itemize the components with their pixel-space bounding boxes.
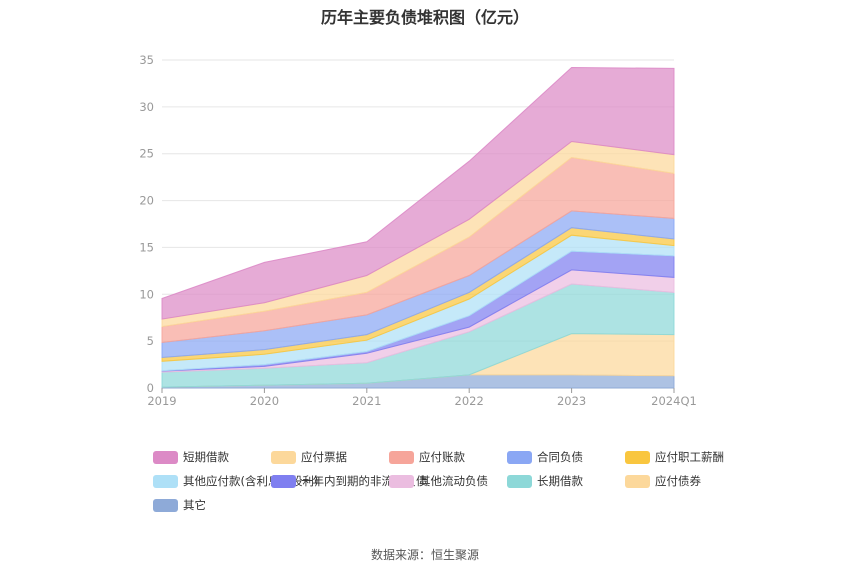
area-series (161, 66, 675, 389)
legend-swatch (153, 474, 178, 488)
legend-swatch (507, 474, 532, 488)
legend-label: 其他流动负债 (419, 474, 488, 488)
legend-swatch (625, 474, 650, 488)
y-tick-label: 0 (147, 381, 154, 395)
data-source: 数据来源：恒生聚源 (370, 548, 479, 562)
legend-swatch (389, 450, 414, 464)
legend-swatch (153, 498, 178, 512)
legend-label: 短期借款 (183, 450, 229, 464)
y-axis: 0 5 10 15 20 25 30 35 (139, 53, 154, 395)
y-tick-label: 30 (139, 100, 154, 114)
y-tick-label: 20 (139, 194, 154, 208)
legend-item[interactable]: 其它 (153, 498, 206, 512)
area-短期借款 (161, 66, 675, 320)
legend-swatch (389, 474, 414, 488)
legend-label: 应付票据 (301, 450, 347, 464)
y-tick-label: 10 (139, 287, 154, 301)
x-tick-label: 2020 (250, 394, 279, 408)
legend-swatch (507, 450, 532, 464)
legend-item[interactable]: 长期借款 (507, 474, 583, 488)
legend-item[interactable]: 应付职工薪酬 (625, 450, 724, 464)
x-tick-label: 2019 (147, 394, 176, 408)
x-tick-label: 2021 (352, 394, 381, 408)
y-tick-label: 15 (139, 240, 154, 254)
legend-swatch (271, 450, 296, 464)
legend-label: 长期借款 (537, 474, 583, 488)
legend-label: 应付债券 (655, 474, 701, 488)
legend-item[interactable]: 其他流动负债 (389, 474, 488, 488)
x-axis: 2019 2020 2021 2022 2023 2024Q1 (147, 388, 697, 408)
legend-label: 其它 (183, 498, 206, 512)
legend-label: 合同负债 (537, 450, 583, 464)
chart-title: 历年主要负债堆积图（亿元） (320, 8, 529, 27)
legend-item[interactable]: 合同负债 (507, 450, 583, 464)
legend-swatch (625, 450, 650, 464)
y-tick-label: 5 (147, 334, 154, 348)
legend-swatch (271, 474, 296, 488)
legend-label: 应付职工薪酬 (655, 450, 724, 464)
x-tick-label: 2023 (557, 394, 586, 408)
y-tick-label: 25 (139, 147, 154, 161)
x-tick-label: 2022 (455, 394, 484, 408)
legend-label: 应付账款 (419, 450, 465, 464)
y-tick-label: 35 (139, 53, 154, 67)
legend-item[interactable]: 短期借款 (153, 450, 229, 464)
x-tick-label: 2024Q1 (651, 394, 697, 408)
stacked-area-chart: 0 5 10 15 20 25 30 35 2019 2020 2021 2022 2023 2024Q… (139, 53, 697, 408)
legend-swatch (153, 450, 178, 464)
legend-item[interactable]: 应付票据 (271, 450, 347, 464)
legend-item[interactable]: 应付债券 (625, 474, 701, 488)
legend-item[interactable]: 应付账款 (389, 450, 465, 464)
